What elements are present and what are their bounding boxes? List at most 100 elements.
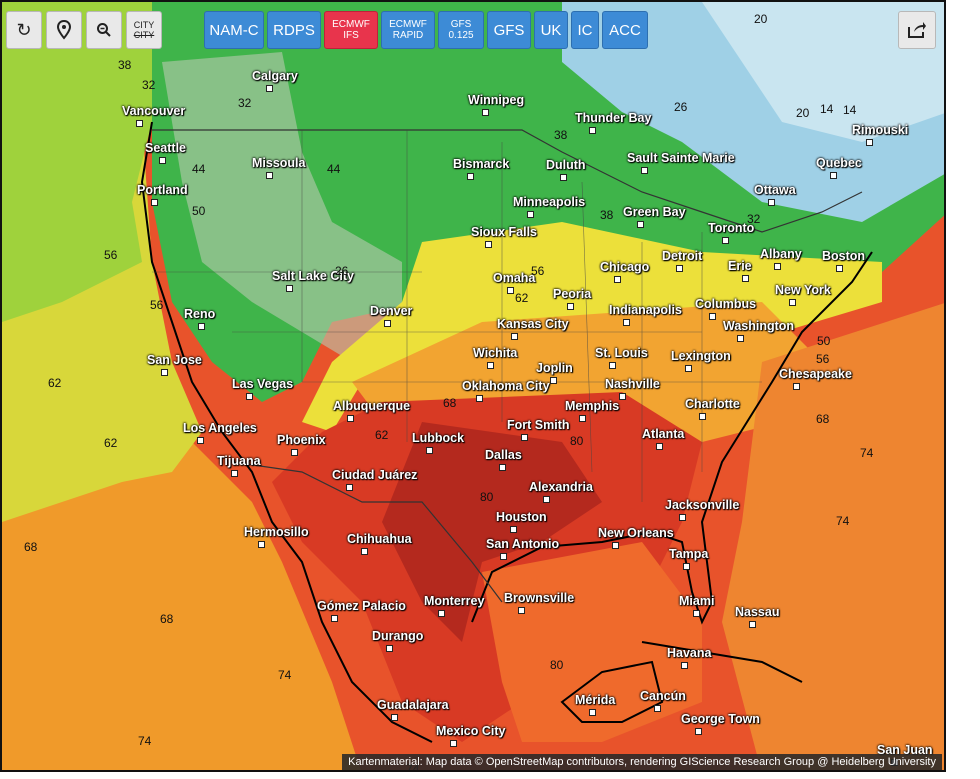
city-label: San Juan [877, 743, 933, 757]
city-label: Nassau [735, 605, 780, 619]
model-button-acc[interactable]: ACC [602, 11, 648, 49]
city-label: Atlanta [642, 427, 685, 441]
city-marker [291, 449, 298, 456]
isotherm-value: 38 [554, 128, 568, 142]
city-marker [749, 621, 756, 628]
city-marker [347, 415, 354, 422]
isotherm-value: 20 [796, 106, 810, 120]
refresh-icon: ↻ [16, 19, 32, 40]
city-label: Charlotte [685, 397, 740, 411]
city-marker [699, 413, 706, 420]
model-label: RDPS [273, 21, 315, 39]
city-label: Kansas City [497, 317, 569, 331]
coastline-yucatan [560, 660, 664, 723]
city-label: Washington [723, 319, 795, 333]
city-label: Memphis [565, 399, 620, 413]
city-label: Missoula [252, 156, 306, 170]
city-marker [136, 120, 143, 127]
city-label: Salt Lake City [272, 269, 354, 283]
city-marker [676, 265, 683, 272]
city-label: Albany [760, 247, 802, 261]
city-marker [231, 470, 238, 477]
city-marker [589, 127, 596, 134]
city-label: Miami [679, 594, 715, 608]
city-label: St. Louis [595, 346, 648, 360]
city-marker [391, 714, 398, 721]
isotherm-value: 50 [192, 204, 206, 218]
city-marker [774, 263, 781, 270]
city-label: Erie [728, 259, 752, 273]
city-marker [159, 157, 166, 164]
isotherm-value: 80 [550, 658, 564, 672]
city-marker [693, 610, 700, 617]
isotherm-value: 44 [192, 162, 206, 176]
model-button-rdps[interactable]: RDPS [267, 11, 321, 49]
city-marker [695, 728, 702, 735]
isotherm-value: 38 [118, 58, 132, 72]
isotherm-value: 62 [375, 428, 389, 442]
city-label: Chesapeake [779, 367, 852, 381]
isotherm-value: 56 [150, 298, 164, 312]
city-marker [511, 333, 518, 340]
temperature-map[interactable] [2, 2, 946, 772]
city-marker [654, 705, 661, 712]
city-marker [527, 211, 534, 218]
city-marker [384, 320, 391, 327]
refresh-button[interactable]: ↻ [6, 11, 42, 49]
zoom-out-button[interactable] [86, 11, 122, 49]
city-label: Houston [496, 510, 547, 524]
city-label: Wichita [473, 346, 518, 360]
isotherm-value: 56 [816, 352, 830, 366]
coastline-west [140, 121, 433, 743]
city-label: San Antonio [486, 537, 560, 551]
model-button-nam-c[interactable]: NAM-C [204, 11, 264, 49]
zoom-out-icon [97, 23, 111, 37]
city-marker [836, 265, 843, 272]
isotherm-value: 20 [754, 12, 768, 26]
model-button-gfs-0125[interactable]: GFS 0.125 [438, 11, 484, 49]
city-label: Mexico City [436, 724, 506, 738]
city-marker [507, 287, 514, 294]
city-marker [426, 447, 433, 454]
model-button-ic[interactable]: IC [571, 11, 599, 49]
model-button-gfs[interactable]: GFS [487, 11, 531, 49]
city-label: Ciudad Juárez [332, 468, 418, 482]
share-button[interactable] [898, 11, 936, 49]
isotherm-value: 56 [104, 248, 118, 262]
map-field-darkred-core [382, 422, 602, 642]
city-label: Dallas [485, 448, 522, 462]
location-button[interactable] [46, 11, 82, 49]
city-toggle-button[interactable]: CITY CITY [126, 11, 162, 49]
city-label: Indianapolis [609, 303, 682, 317]
model-button-ecmwf-rapid[interactable]: ECMWF RAPID [381, 11, 435, 49]
city-label: Chicago [600, 260, 650, 274]
isotherm-value: 68 [443, 396, 457, 410]
city-label: Brownsville [504, 591, 575, 605]
isotherm-value: 56 [531, 264, 545, 278]
map-field-red-south [272, 392, 702, 742]
isotherm-value: 50 [817, 334, 831, 348]
city-marker [151, 199, 158, 206]
city-label: Fort Smith [507, 418, 570, 432]
city-label: Havana [667, 646, 712, 660]
city-label: Durango [372, 629, 424, 643]
model-button-ecmwf-ifs[interactable]: ECMWF IFS [324, 11, 378, 49]
city-label: Bismarck [453, 157, 510, 171]
city-marker [521, 434, 528, 441]
map-field-orange-gulf [482, 542, 702, 742]
model-label-bottom: RAPID [392, 30, 424, 41]
city-marker [485, 241, 492, 248]
city-marker [161, 369, 168, 376]
map-attribution: Kartenmaterial: Map data © OpenStreetMap… [342, 754, 942, 770]
city-marker [550, 377, 557, 384]
city-label: Jacksonville [665, 498, 740, 512]
city-marker [830, 172, 837, 179]
model-button-uk[interactable]: UK [534, 11, 568, 49]
city-marker [623, 319, 630, 326]
city-marker [737, 335, 744, 342]
city-marker [742, 275, 749, 282]
city-marker [197, 437, 204, 444]
city-label: Minneapolis [513, 195, 586, 209]
map-field-greenish-pacific [2, 2, 152, 322]
isotherm-value: 38 [600, 208, 614, 222]
